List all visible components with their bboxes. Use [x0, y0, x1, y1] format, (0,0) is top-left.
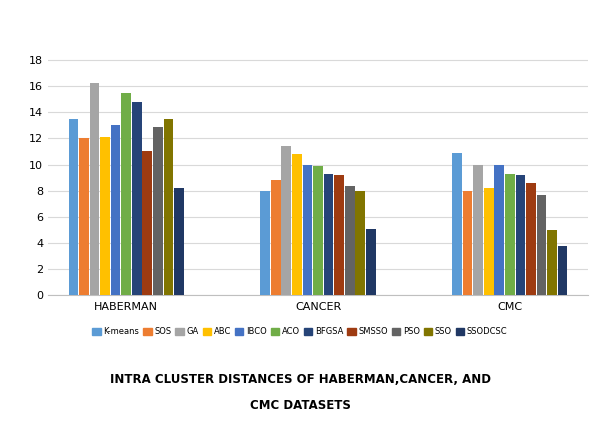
Bar — [174, 188, 184, 295]
Bar — [355, 191, 365, 295]
Bar — [313, 166, 323, 295]
Bar — [473, 165, 483, 295]
Text: INTRA CLUSTER DISTANCES OF HABERMAN,CANCER, AND: INTRA CLUSTER DISTANCES OF HABERMAN,CANC… — [110, 373, 491, 386]
Bar — [452, 153, 462, 295]
Bar — [271, 180, 281, 295]
Bar — [164, 119, 173, 295]
Bar — [323, 174, 334, 295]
Bar — [111, 125, 121, 295]
Bar — [89, 84, 100, 295]
Bar — [281, 146, 291, 295]
Bar — [153, 127, 163, 295]
Bar — [260, 191, 270, 295]
Bar — [558, 246, 568, 295]
Bar — [345, 186, 355, 295]
Bar — [547, 230, 557, 295]
Bar — [366, 229, 376, 295]
Bar — [334, 175, 344, 295]
Bar — [515, 175, 525, 295]
Bar — [68, 119, 78, 295]
Bar — [132, 102, 142, 295]
Bar — [494, 165, 504, 295]
Bar — [463, 191, 472, 295]
Text: CMC DATASETS: CMC DATASETS — [250, 399, 350, 411]
Bar — [526, 183, 536, 295]
Bar — [484, 188, 494, 295]
Bar — [505, 174, 515, 295]
Bar — [142, 151, 152, 295]
Bar — [100, 137, 110, 295]
Legend: K-means, SOS, GA, ABC, IBCO, ACO, BFGSA, SMSSO, PSO, SSO, SSODCSC: K-means, SOS, GA, ABC, IBCO, ACO, BFGSA,… — [89, 324, 511, 340]
Bar — [79, 138, 89, 295]
Bar — [302, 165, 313, 295]
Bar — [292, 154, 302, 295]
Bar — [121, 93, 131, 295]
Bar — [536, 195, 547, 295]
